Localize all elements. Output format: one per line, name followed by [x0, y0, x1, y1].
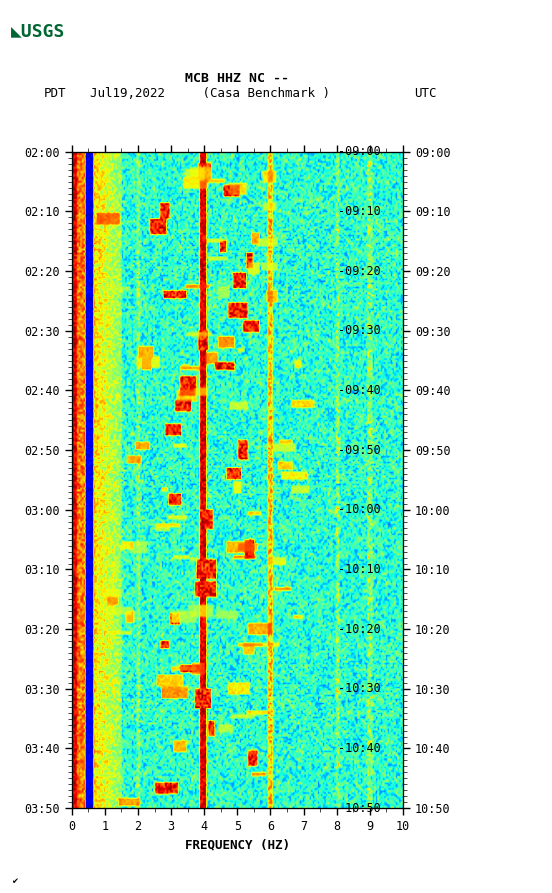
Text: -09:20: -09:20 [338, 264, 381, 278]
Text: -10:30: -10:30 [338, 682, 381, 696]
Text: -09:30: -09:30 [338, 324, 381, 338]
Text: -10:40: -10:40 [338, 742, 381, 755]
Text: -09:50: -09:50 [338, 444, 381, 456]
Text: MCB HHZ NC --: MCB HHZ NC -- [185, 71, 289, 85]
Text: -10:10: -10:10 [338, 563, 381, 576]
Text: PDT: PDT [44, 87, 67, 100]
Text: ◣USGS: ◣USGS [11, 22, 66, 40]
X-axis label: FREQUENCY (HZ): FREQUENCY (HZ) [185, 839, 290, 852]
Text: UTC: UTC [414, 87, 436, 100]
Text: Jul19,2022     (Casa Benchmark ): Jul19,2022 (Casa Benchmark ) [90, 87, 330, 100]
Text: -09:00: -09:00 [338, 146, 381, 158]
Text: -09:10: -09:10 [338, 205, 381, 218]
Text: -09:40: -09:40 [338, 384, 381, 397]
Text: -10:50: -10:50 [338, 802, 381, 814]
Text: ✔: ✔ [11, 877, 18, 886]
Text: -10:20: -10:20 [338, 622, 381, 636]
Text: -10:00: -10:00 [338, 504, 381, 516]
